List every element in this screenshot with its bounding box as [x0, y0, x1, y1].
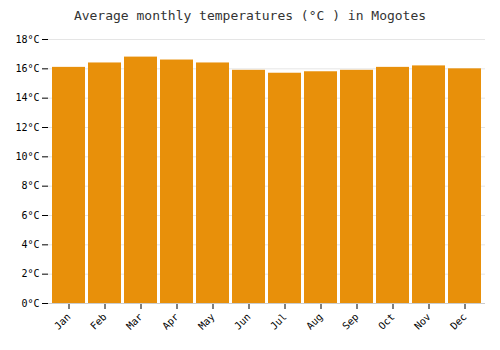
svg-text:Jul: Jul: [268, 311, 289, 332]
html-text:Average monthly temperatures (: Average monthly temperatures (°C ) in Mo…: [73, 8, 427, 23]
svg-text:8°C: 8°C: [21, 180, 39, 191]
svg-text:Feb: Feb: [88, 311, 109, 332]
svg-text:Oct: Oct: [376, 311, 397, 332]
svg-text:10°C: 10°C: [15, 151, 39, 162]
svg-text:May: May: [196, 311, 217, 332]
svg-text:12°C: 12°C: [15, 122, 39, 133]
svg-text:Sep: Sep: [340, 311, 361, 332]
svg-text:Dec: Dec: [448, 311, 469, 332]
svg-text:6°C: 6°C: [21, 210, 39, 221]
svg-text:0°C: 0°C: [21, 298, 39, 309]
svg-text:4°C: 4°C: [21, 239, 39, 250]
svg-text:Aug: Aug: [304, 311, 325, 332]
svg-text:Jan: Jan: [52, 311, 73, 332]
svg-text:Apr: Apr: [160, 311, 181, 332]
svg-text:Nov: Nov: [412, 311, 433, 332]
svg-text:14°C: 14°C: [15, 92, 39, 103]
svg-text:2°C: 2°C: [21, 268, 39, 279]
svg-text:Jun: Jun: [232, 311, 253, 332]
svg-text:Mar: Mar: [124, 311, 145, 332]
svg-text:16°C: 16°C: [15, 63, 39, 74]
svg-text:18°C: 18°C: [15, 34, 39, 45]
